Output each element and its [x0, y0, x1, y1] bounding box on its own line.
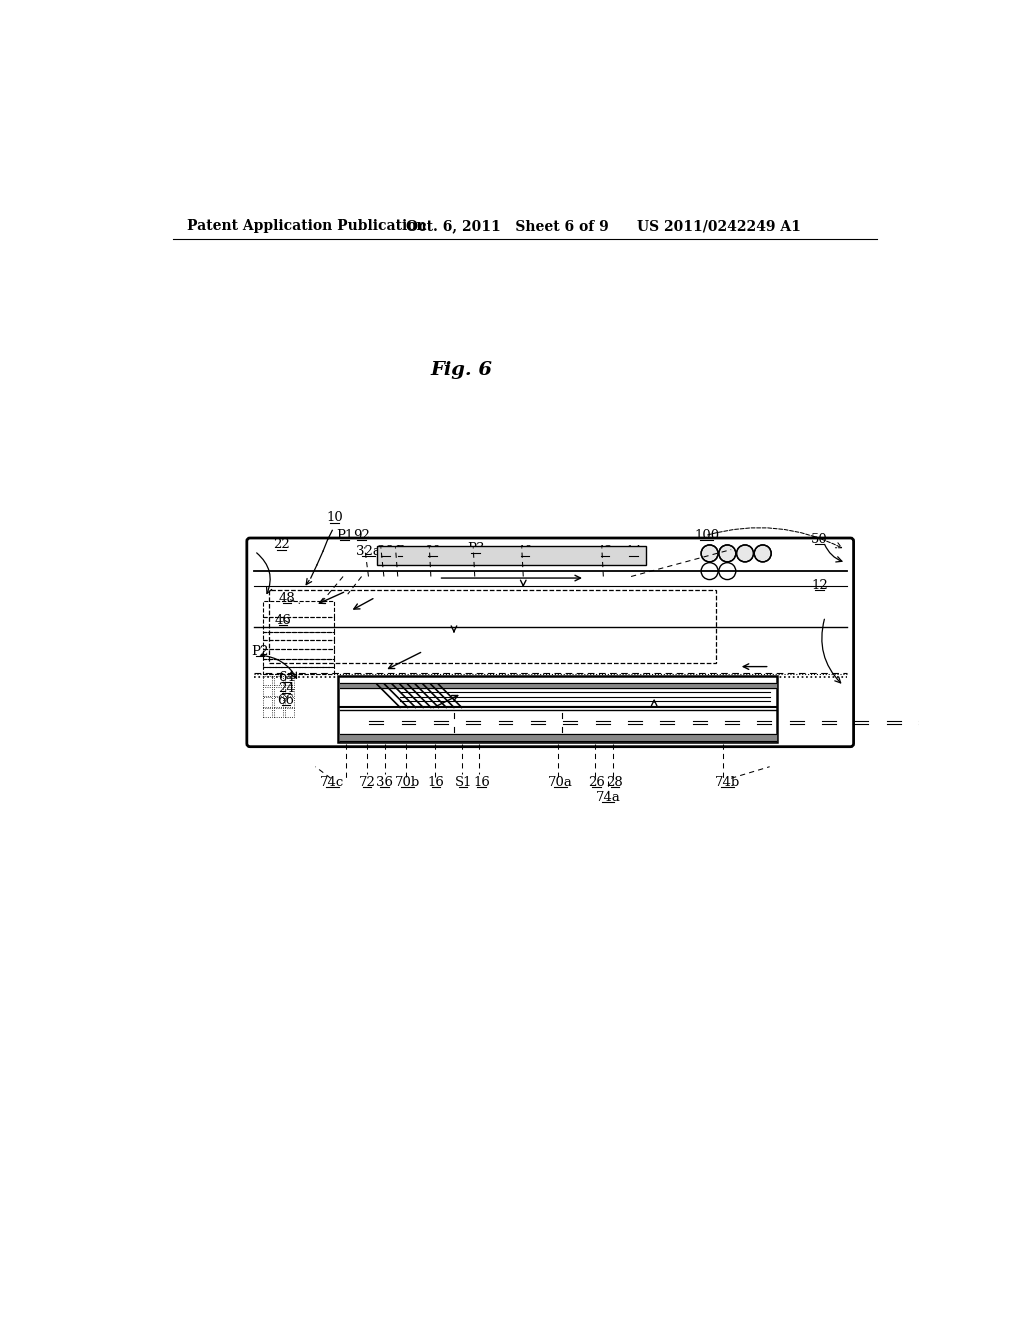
Text: 92: 92 [353, 529, 370, 543]
Text: 100: 100 [694, 529, 719, 543]
Text: S1: S1 [455, 776, 472, 788]
Text: 64: 64 [278, 671, 295, 684]
Text: 70b: 70b [395, 776, 421, 788]
Text: P2: P2 [251, 644, 268, 657]
Bar [263, 632, 334, 640]
Circle shape [701, 545, 718, 562]
Text: 14: 14 [625, 545, 642, 557]
Bar [285, 697, 294, 706]
FancyBboxPatch shape [247, 539, 854, 747]
Bar [273, 686, 283, 696]
Bar [263, 649, 334, 659]
Circle shape [755, 545, 771, 562]
Bar [263, 616, 334, 632]
Text: 16: 16 [428, 776, 444, 788]
Bar [285, 686, 294, 696]
Text: 48: 48 [279, 593, 295, 606]
Text: 50: 50 [811, 533, 828, 546]
Text: 12: 12 [811, 579, 828, 593]
Text: 72: 72 [358, 776, 376, 788]
Bar [273, 708, 283, 718]
Bar [263, 697, 272, 706]
Bar [263, 640, 334, 649]
Text: Fig. 6: Fig. 6 [431, 362, 493, 379]
Bar [285, 708, 294, 718]
Bar [263, 601, 334, 616]
Bar [263, 708, 272, 718]
Text: 74b: 74b [715, 776, 740, 788]
Text: 74a: 74a [596, 791, 621, 804]
Text: 16: 16 [473, 776, 490, 788]
Text: 10: 10 [327, 511, 343, 524]
Text: 46: 46 [274, 614, 292, 627]
Bar [269, 590, 716, 663]
Bar [377, 545, 646, 565]
Text: 26: 26 [588, 776, 605, 788]
Text: P1: P1 [336, 529, 353, 543]
Text: R: R [395, 545, 406, 557]
Text: 32a: 32a [356, 545, 381, 557]
Bar [263, 676, 272, 685]
Text: US 2011/0242249 A1: US 2011/0242249 A1 [637, 219, 801, 234]
Text: 28: 28 [606, 776, 624, 788]
Text: 70a: 70a [548, 776, 572, 788]
Text: 90: 90 [424, 545, 441, 557]
Bar [285, 676, 294, 685]
Bar [263, 667, 334, 675]
Bar [273, 676, 283, 685]
Text: 66: 66 [278, 694, 295, 708]
Text: 40: 40 [516, 545, 534, 557]
Bar [263, 659, 334, 667]
Text: Patent Application Publication: Patent Application Publication [186, 219, 426, 234]
Text: 22: 22 [273, 539, 290, 552]
Bar [339, 676, 777, 742]
Circle shape [736, 545, 754, 562]
Text: 24: 24 [278, 681, 295, 694]
Text: 38: 38 [377, 545, 394, 557]
Text: 74c: 74c [321, 776, 344, 788]
Circle shape [719, 545, 736, 562]
Text: P3: P3 [467, 543, 484, 556]
Text: 36: 36 [376, 776, 393, 788]
Bar [273, 697, 283, 706]
Text: Oct. 6, 2011   Sheet 6 of 9: Oct. 6, 2011 Sheet 6 of 9 [407, 219, 609, 234]
Text: 42: 42 [597, 545, 613, 557]
Bar [263, 686, 272, 696]
